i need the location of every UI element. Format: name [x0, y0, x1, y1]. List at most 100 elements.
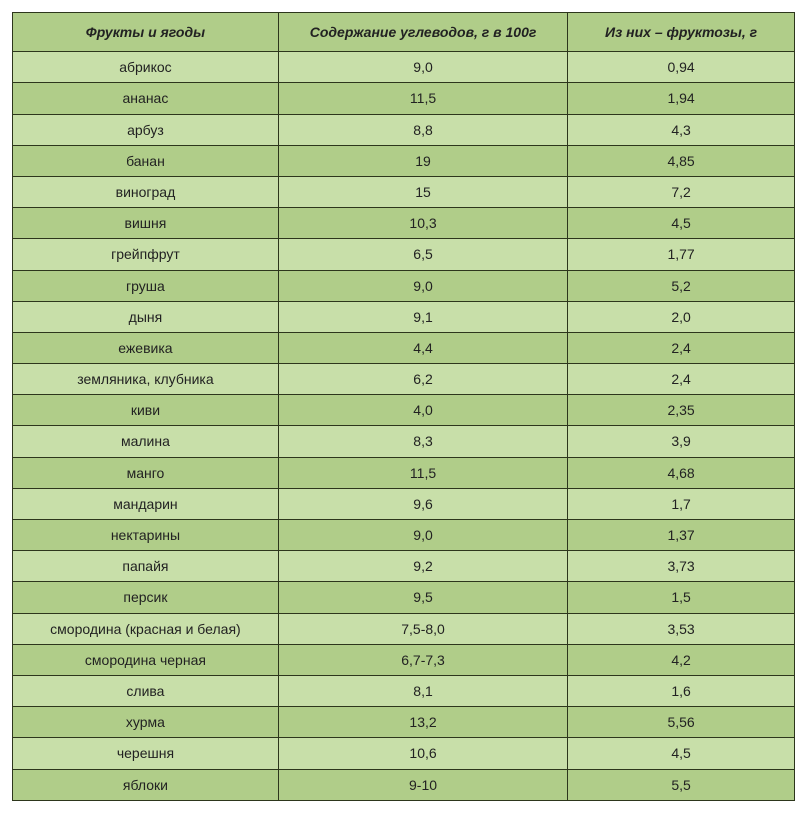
cell-carbs-value: 9,0 — [278, 270, 567, 301]
cell-carbs-value: 15 — [278, 176, 567, 207]
cell-fruit-name: банан — [13, 145, 279, 176]
table-row: вишня10,34,5 — [13, 208, 795, 239]
cell-fruit-name: малина — [13, 426, 279, 457]
cell-fructose-value: 4,68 — [568, 457, 795, 488]
table-row: малина8,33,9 — [13, 426, 795, 457]
cell-carbs-value: 6,7-7,3 — [278, 644, 567, 675]
cell-fruit-name: ежевика — [13, 332, 279, 363]
cell-fruit-name: земляника, клубника — [13, 364, 279, 395]
cell-carbs-value: 6,5 — [278, 239, 567, 270]
table-row: манго11,54,68 — [13, 457, 795, 488]
cell-carbs-value: 9,1 — [278, 301, 567, 332]
cell-carbs-value: 9-10 — [278, 769, 567, 800]
cell-fructose-value: 3,73 — [568, 551, 795, 582]
cell-fruit-name: слива — [13, 675, 279, 706]
cell-fructose-value: 1,6 — [568, 675, 795, 706]
cell-carbs-value: 7,5-8,0 — [278, 613, 567, 644]
cell-carbs-value: 10,3 — [278, 208, 567, 239]
cell-fruit-name: яблоки — [13, 769, 279, 800]
cell-carbs-value: 9,0 — [278, 52, 567, 83]
cell-fructose-value: 5,56 — [568, 707, 795, 738]
table-row: ежевика4,42,4 — [13, 332, 795, 363]
table-row: земляника, клубника6,22,4 — [13, 364, 795, 395]
cell-fruit-name: киви — [13, 395, 279, 426]
cell-fruit-name: мандарин — [13, 488, 279, 519]
cell-fructose-value: 2,4 — [568, 332, 795, 363]
cell-carbs-value: 6,2 — [278, 364, 567, 395]
cell-fructose-value: 2,4 — [568, 364, 795, 395]
table-row: смородина (красная и белая)7,5-8,03,53 — [13, 613, 795, 644]
cell-fructose-value: 3,9 — [568, 426, 795, 457]
table-row: папайя9,23,73 — [13, 551, 795, 582]
cell-fructose-value: 1,94 — [568, 83, 795, 114]
table-row: нектарины9,01,37 — [13, 520, 795, 551]
cell-fruit-name: нектарины — [13, 520, 279, 551]
cell-fructose-value: 2,0 — [568, 301, 795, 332]
cell-carbs-value: 10,6 — [278, 738, 567, 769]
table-row: виноград157,2 — [13, 176, 795, 207]
table-row: слива8,11,6 — [13, 675, 795, 706]
fruits-carbs-table-container: Фрукты и ягоды Содержание углеводов, г в… — [0, 0, 807, 813]
cell-fructose-value: 3,53 — [568, 613, 795, 644]
table-row: ананас11,51,94 — [13, 83, 795, 114]
cell-fruit-name: груша — [13, 270, 279, 301]
cell-fructose-value: 5,2 — [568, 270, 795, 301]
cell-carbs-value: 19 — [278, 145, 567, 176]
cell-fructose-value: 2,35 — [568, 395, 795, 426]
cell-fruit-name: черешня — [13, 738, 279, 769]
col-header-fructose: Из них – фруктозы, г — [568, 13, 795, 52]
table-row: хурма13,25,56 — [13, 707, 795, 738]
cell-carbs-value: 11,5 — [278, 457, 567, 488]
cell-fructose-value: 4,3 — [568, 114, 795, 145]
cell-carbs-value: 9,6 — [278, 488, 567, 519]
cell-fructose-value: 4,5 — [568, 738, 795, 769]
table-row: киви4,02,35 — [13, 395, 795, 426]
col-header-fruit: Фрукты и ягоды — [13, 13, 279, 52]
cell-carbs-value: 9,2 — [278, 551, 567, 582]
table-header-row: Фрукты и ягоды Содержание углеводов, г в… — [13, 13, 795, 52]
cell-fruit-name: арбуз — [13, 114, 279, 145]
table-body: абрикос9,00,94ананас11,51,94арбуз8,84,3б… — [13, 52, 795, 801]
table-row: дыня9,12,0 — [13, 301, 795, 332]
cell-fructose-value: 1,5 — [568, 582, 795, 613]
cell-fruit-name: папайя — [13, 551, 279, 582]
cell-fructose-value: 1,37 — [568, 520, 795, 551]
cell-carbs-value: 4,4 — [278, 332, 567, 363]
cell-carbs-value: 8,1 — [278, 675, 567, 706]
table-row: банан194,85 — [13, 145, 795, 176]
cell-fruit-name: манго — [13, 457, 279, 488]
cell-fruit-name: персик — [13, 582, 279, 613]
table-row: персик9,51,5 — [13, 582, 795, 613]
cell-fruit-name: абрикос — [13, 52, 279, 83]
cell-fruit-name: смородина (красная и белая) — [13, 613, 279, 644]
cell-carbs-value: 9,5 — [278, 582, 567, 613]
table-row: яблоки9-105,5 — [13, 769, 795, 800]
table-row: черешня10,64,5 — [13, 738, 795, 769]
cell-fructose-value: 1,77 — [568, 239, 795, 270]
table-row: груша9,05,2 — [13, 270, 795, 301]
cell-carbs-value: 4,0 — [278, 395, 567, 426]
cell-carbs-value: 11,5 — [278, 83, 567, 114]
cell-fruit-name: грейпфрут — [13, 239, 279, 270]
cell-fruit-name: хурма — [13, 707, 279, 738]
table-row: смородина черная6,7-7,34,2 — [13, 644, 795, 675]
cell-fructose-value: 0,94 — [568, 52, 795, 83]
cell-carbs-value: 13,2 — [278, 707, 567, 738]
cell-fructose-value: 4,2 — [568, 644, 795, 675]
cell-carbs-value: 9,0 — [278, 520, 567, 551]
cell-fructose-value: 7,2 — [568, 176, 795, 207]
cell-fruit-name: ананас — [13, 83, 279, 114]
cell-fruit-name: смородина черная — [13, 644, 279, 675]
cell-fruit-name: виноград — [13, 176, 279, 207]
table-row: арбуз8,84,3 — [13, 114, 795, 145]
cell-carbs-value: 8,3 — [278, 426, 567, 457]
cell-fruit-name: вишня — [13, 208, 279, 239]
table-row: грейпфрут6,51,77 — [13, 239, 795, 270]
cell-fructose-value: 1,7 — [568, 488, 795, 519]
cell-fructose-value: 4,85 — [568, 145, 795, 176]
fruits-carbs-table: Фрукты и ягоды Содержание углеводов, г в… — [12, 12, 795, 801]
table-row: абрикос9,00,94 — [13, 52, 795, 83]
cell-fructose-value: 4,5 — [568, 208, 795, 239]
cell-fructose-value: 5,5 — [568, 769, 795, 800]
cell-fruit-name: дыня — [13, 301, 279, 332]
